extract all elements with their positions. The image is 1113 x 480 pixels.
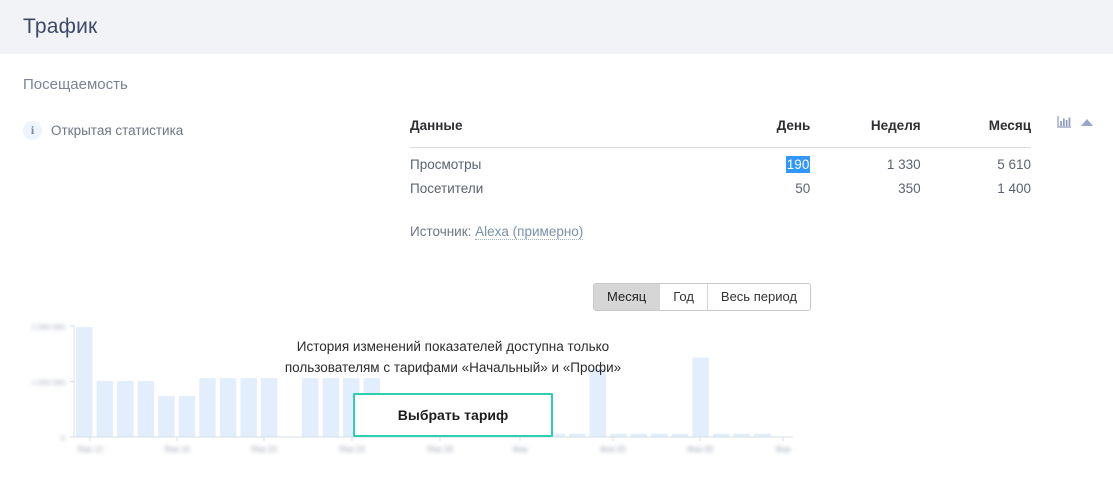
content-row: i Открытая статистика Данные День Неделя… (0, 93, 1113, 240)
right-column: Данные День Неделя Месяц (410, 115, 1113, 240)
cell-views-month: 5 610 (997, 156, 1031, 172)
table-row: Просмотры 190 1 330 5 610 (410, 147, 1093, 173)
svg-text:Янв 12: Янв 12 (77, 445, 103, 454)
period-button-month[interactable]: Месяц (594, 284, 661, 310)
cell-views-day[interactable]: 190 (700, 147, 811, 173)
selected-value: 190 (785, 155, 811, 173)
table-header-row: Данные День Неделя Месяц (410, 115, 1093, 148)
svg-text:Янв 28: Янв 28 (427, 445, 453, 454)
svg-text:2 000 000: 2 000 000 (32, 323, 65, 332)
source-prefix: Источник: (410, 223, 472, 239)
svg-text:0: 0 (61, 434, 65, 443)
cell-visitors-month: 1 400 (997, 180, 1031, 196)
period-button-year[interactable]: Год (660, 284, 708, 310)
page-header: Трафик (0, 0, 1113, 54)
svg-text:Фев: Фев (776, 445, 791, 454)
section-title: Посещаемость (23, 76, 128, 93)
svg-text:Янв 20: Янв 20 (251, 445, 277, 454)
cell-visitors-week: 350 (898, 180, 921, 196)
overlay-line-2: пользователям с тарифами «Начальный» и «… (284, 360, 622, 375)
cell-spacer (1031, 172, 1093, 196)
column-header-week: Неделя (810, 115, 921, 148)
open-statistics-row[interactable]: i Открытая статистика (23, 121, 410, 140)
chart-svg: 2 000 000 1 000 000 0 Янв 12 Янв 16 Янв 20 Янв… (32, 323, 793, 454)
row-label-views: Просмотры (410, 156, 482, 172)
svg-text:Фев: Фев (513, 445, 528, 454)
table-header-icons (1031, 115, 1093, 147)
svg-text:Янв 24: Янв 24 (339, 445, 365, 454)
bar-chart-icon[interactable] (1057, 115, 1072, 129)
traffic-chart: 2 000 000 1 000 000 0 Янв 12 Янв 16 Янв 20 Янв… (0, 318, 1113, 480)
page-title: Трафик (23, 15, 98, 38)
overlay-line-1: История изменений показателей доступна т… (296, 339, 610, 354)
period-button-all[interactable]: Весь период (707, 284, 810, 310)
chart-upgrade-overlay: История изменений показателей доступна т… (270, 336, 636, 437)
source-link[interactable]: Alexa (примерно) (475, 223, 584, 240)
svg-text:Фев 05: Фев 05 (600, 445, 626, 454)
collapse-triangle-icon[interactable] (1081, 118, 1093, 126)
source-line: Источник: Alexa (примерно) (410, 223, 1093, 240)
cell-visitors-day: 50 (795, 180, 811, 196)
choose-tariff-button[interactable]: Выбрать тариф (353, 393, 553, 437)
traffic-stats-table: Данные День Неделя Месяц (410, 115, 1093, 196)
column-header-data: Данные (410, 115, 700, 148)
svg-text:Янв 16: Янв 16 (164, 445, 190, 454)
svg-text:Фев 09: Фев 09 (687, 445, 713, 454)
svg-text:1 000 000: 1 000 000 (32, 378, 65, 387)
cell-spacer (1031, 147, 1093, 172)
table-row: Посетители 50 350 1 400 (410, 172, 1093, 196)
period-switcher: Месяц Год Весь период (593, 283, 811, 311)
column-header-day: День (700, 115, 811, 148)
row-label-visitors: Посетители (410, 180, 484, 196)
column-header-month: Месяц (920, 115, 1031, 148)
left-column: i Открытая статистика (0, 115, 410, 140)
info-icon: i (23, 121, 42, 140)
cell-views-week: 1 330 (886, 156, 921, 172)
open-statistics-label: Открытая статистика (51, 123, 184, 138)
